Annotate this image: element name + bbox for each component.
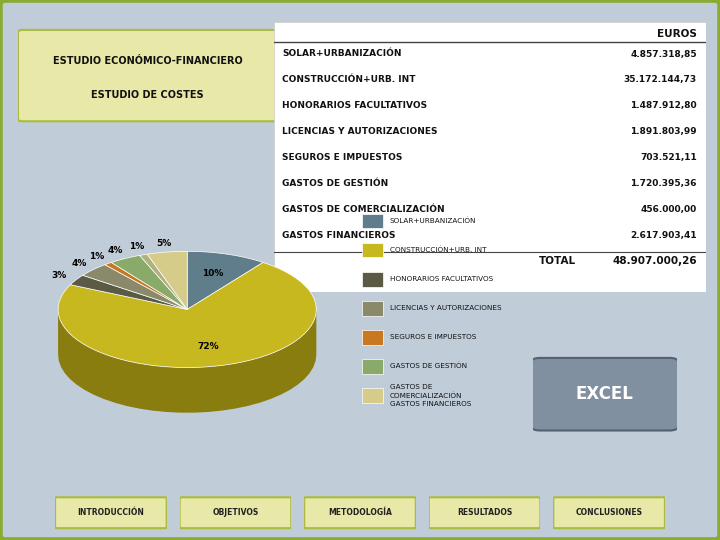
Text: 1.891.803,99: 1.891.803,99 <box>630 127 697 136</box>
Polygon shape <box>187 251 263 309</box>
FancyBboxPatch shape <box>362 243 383 258</box>
Text: SEGUROS E IMPUESTOS: SEGUROS E IMPUESTOS <box>282 153 402 162</box>
Polygon shape <box>148 251 187 309</box>
Text: LICENCIAS Y AUTORIZACIONES: LICENCIAS Y AUTORIZACIONES <box>282 127 438 136</box>
Text: 48.907.000,26: 48.907.000,26 <box>612 256 697 266</box>
FancyBboxPatch shape <box>362 388 383 403</box>
FancyBboxPatch shape <box>274 22 706 292</box>
Text: 3%: 3% <box>52 271 67 280</box>
Polygon shape <box>58 262 316 368</box>
Text: HONORARIOS FACULTATIVOS: HONORARIOS FACULTATIVOS <box>282 102 428 110</box>
Text: CONSTRUCCIÓN+URB. INT: CONSTRUCCIÓN+URB. INT <box>390 247 487 253</box>
Text: 1%: 1% <box>130 242 145 251</box>
Text: SOLAR+URBANIZACIÓN: SOLAR+URBANIZACIÓN <box>390 218 477 224</box>
FancyBboxPatch shape <box>304 497 416 528</box>
Text: CONSTRUCCIÓN+URB. INT: CONSTRUCCIÓN+URB. INT <box>282 76 415 84</box>
Text: GASTOS FINANCIEROS: GASTOS FINANCIEROS <box>390 401 472 407</box>
FancyBboxPatch shape <box>531 358 678 430</box>
Text: 10%: 10% <box>202 269 224 278</box>
Text: SOLAR+URBANIZACIÓN: SOLAR+URBANIZACIÓN <box>282 50 402 58</box>
Text: HONORARIOS FACULTATIVOS: HONORARIOS FACULTATIVOS <box>390 276 493 282</box>
Text: INTRODUCCIÓN: INTRODUCCIÓN <box>78 508 144 517</box>
Polygon shape <box>83 265 187 309</box>
Text: SEGUROS E IMPUESTOS: SEGUROS E IMPUESTOS <box>390 334 477 340</box>
Polygon shape <box>140 254 187 309</box>
Text: 72%: 72% <box>197 341 219 350</box>
Text: 703.521,11: 703.521,11 <box>640 153 697 162</box>
Text: 456.000,00: 456.000,00 <box>641 205 697 214</box>
Text: 1.487.912,80: 1.487.912,80 <box>630 102 697 110</box>
FancyBboxPatch shape <box>362 330 383 345</box>
Text: EXCEL: EXCEL <box>576 385 634 403</box>
FancyBboxPatch shape <box>55 497 167 528</box>
Text: 1%: 1% <box>89 252 104 261</box>
Text: 4.857.318,85: 4.857.318,85 <box>630 50 697 58</box>
Text: 4%: 4% <box>71 259 86 268</box>
Text: 35.172.144,73: 35.172.144,73 <box>624 76 697 84</box>
Polygon shape <box>105 262 187 309</box>
Text: 1.720.395,36: 1.720.395,36 <box>631 179 697 188</box>
Text: TOTAL: TOTAL <box>539 256 576 266</box>
FancyBboxPatch shape <box>180 497 291 528</box>
Text: METODOLOGÍA: METODOLOGÍA <box>328 508 392 517</box>
Polygon shape <box>58 309 316 413</box>
Text: ESTUDIO DE COSTES: ESTUDIO DE COSTES <box>91 90 204 100</box>
Polygon shape <box>71 275 187 309</box>
FancyBboxPatch shape <box>428 497 540 528</box>
Text: CONCLUSIONES: CONCLUSIONES <box>575 508 643 517</box>
Text: 2.617.903,41: 2.617.903,41 <box>630 231 697 240</box>
Text: EUROS: EUROS <box>657 29 697 39</box>
Text: OBJETIVOS: OBJETIVOS <box>212 508 258 517</box>
Text: GASTOS DE: GASTOS DE <box>390 383 432 390</box>
Text: GASTOS DE GESTIÓN: GASTOS DE GESTIÓN <box>390 363 467 369</box>
FancyBboxPatch shape <box>362 359 383 374</box>
Text: LICENCIAS Y AUTORIZACIONES: LICENCIAS Y AUTORIZACIONES <box>390 305 502 311</box>
Text: ESTUDIO ECONÓMICO-FINANCIERO: ESTUDIO ECONÓMICO-FINANCIERO <box>53 56 243 66</box>
Text: COMERCIALIZACIÓN: COMERCIALIZACIÓN <box>390 392 462 399</box>
Text: GASTOS DE COMERCIALIZACIÓN: GASTOS DE COMERCIALIZACIÓN <box>282 205 445 214</box>
FancyBboxPatch shape <box>362 301 383 315</box>
FancyBboxPatch shape <box>553 497 665 528</box>
FancyBboxPatch shape <box>362 214 383 228</box>
FancyBboxPatch shape <box>362 272 383 287</box>
FancyBboxPatch shape <box>18 30 277 122</box>
Text: 4%: 4% <box>108 246 123 255</box>
Text: RESULTADOS: RESULTADOS <box>457 508 512 517</box>
Polygon shape <box>112 255 187 309</box>
Text: GASTOS FINANCIEROS: GASTOS FINANCIEROS <box>282 231 396 240</box>
Text: 5%: 5% <box>156 239 171 248</box>
Text: GASTOS DE GESTIÓN: GASTOS DE GESTIÓN <box>282 179 389 188</box>
